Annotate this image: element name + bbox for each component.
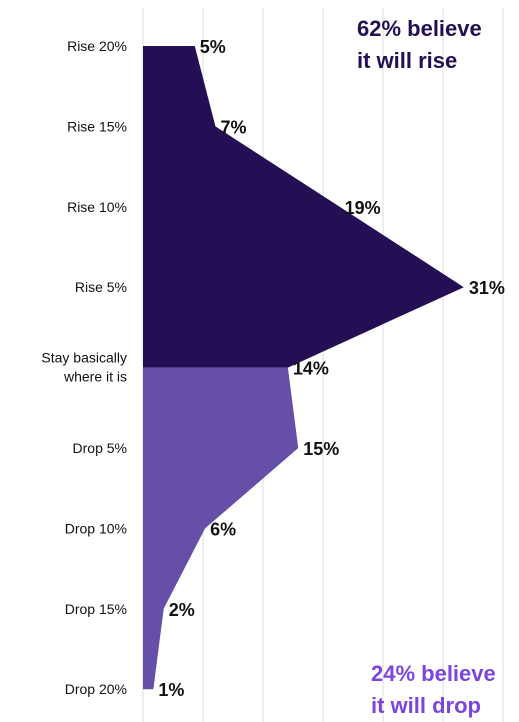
category-label: Rise 10% bbox=[67, 199, 127, 215]
rise-callout-line1: 62% believe bbox=[357, 16, 482, 41]
value-label: 2% bbox=[169, 600, 195, 620]
category-label: Drop 10% bbox=[65, 520, 127, 536]
value-label: 15% bbox=[303, 439, 339, 459]
drop-callout-line2: it will drop bbox=[371, 693, 481, 718]
category-label: Rise 20% bbox=[67, 38, 127, 54]
value-label: 14% bbox=[293, 359, 329, 379]
value-label: 31% bbox=[469, 278, 505, 298]
category-label: Drop 5% bbox=[73, 440, 127, 456]
value-label: 7% bbox=[220, 117, 246, 137]
value-label: 1% bbox=[158, 680, 184, 700]
rise-callout: 62% believe it will rise bbox=[357, 16, 488, 73]
value-label: 19% bbox=[345, 198, 381, 218]
category-label: Rise 5% bbox=[75, 279, 127, 295]
drop-callout: 24% believe it will drop bbox=[371, 661, 502, 718]
value-label: 6% bbox=[210, 519, 236, 539]
drop-area bbox=[143, 367, 299, 690]
category-label: Drop 15% bbox=[65, 601, 127, 617]
area-shapes bbox=[143, 46, 464, 690]
rise-area bbox=[143, 46, 464, 368]
value-label: 5% bbox=[200, 37, 226, 57]
drop-callout-line1: 24% believe bbox=[371, 661, 496, 686]
category-label: Drop 20% bbox=[65, 681, 127, 697]
rise-callout-line2: it will rise bbox=[357, 48, 457, 73]
category-label: Rise 15% bbox=[67, 118, 127, 134]
labels: Rise 20% 5% Rise 15% 7% Rise 10% 19% Rise 5% 31… bbox=[41, 37, 504, 700]
category-label: Stay basically where it is bbox=[41, 350, 127, 385]
